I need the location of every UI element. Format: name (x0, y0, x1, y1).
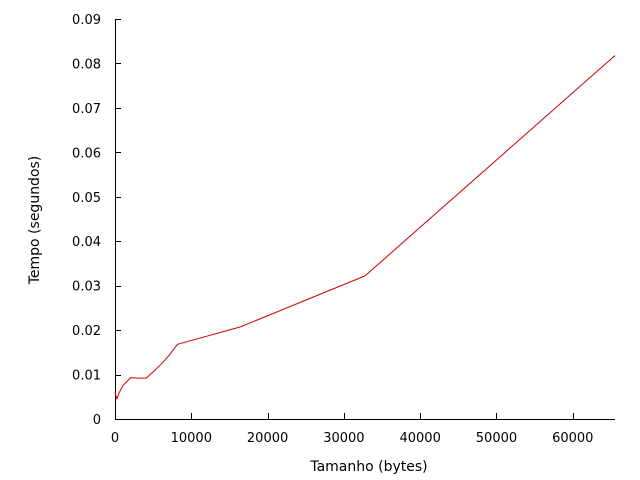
y-tick-label: 0.05 (72, 191, 101, 206)
x-tick-label: 30000 (323, 431, 364, 446)
x-tick-label: 40000 (399, 431, 440, 446)
y-tick-label: 0.01 (72, 369, 101, 384)
x-tick-label: 60000 (552, 431, 593, 446)
x-axis: 0 10000 20000 30000 40000 50000 60000 (111, 413, 615, 446)
x-tick-label: 20000 (247, 431, 288, 446)
series-layer (114, 55, 616, 400)
y-tick-label: 0.02 (72, 324, 101, 339)
x-tick-label: 0 (111, 431, 119, 446)
y-tick-label: 0.08 (72, 57, 101, 72)
y-tick-label: 0.06 (72, 146, 101, 161)
y-tick-label: 0.09 (72, 13, 101, 28)
y-tick-label: 0.04 (72, 235, 101, 250)
y-axis: 0 0.01 0.02 0.03 0.04 0.05 0.06 0.07 0.08 0.09 (72, 13, 121, 428)
x-tick-label: 10000 (171, 431, 212, 446)
y-axis-title: Tempo (segundos) (27, 156, 43, 286)
y-tick-label: 0.07 (72, 102, 101, 117)
x-axis-title: Tamanho (bytes) (309, 459, 427, 475)
y-tick-label: 0.03 (72, 280, 101, 295)
series-line (114, 55, 616, 400)
y-tick-label: 0 (93, 413, 101, 428)
x-tick-label: 50000 (476, 431, 517, 446)
